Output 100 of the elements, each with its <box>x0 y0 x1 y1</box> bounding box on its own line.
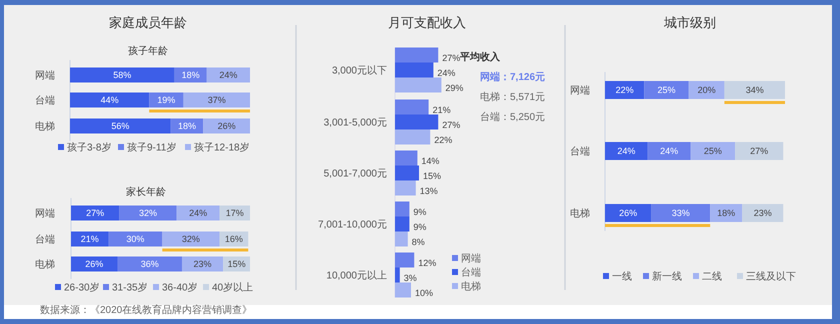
data-label: 25% <box>657 85 676 96</box>
bar <box>162 232 220 246</box>
data-label: 26% <box>619 208 638 218</box>
data-label: 12% <box>418 258 436 268</box>
legend-label: 一线 <box>612 270 632 282</box>
bar <box>605 142 648 160</box>
bar <box>395 150 418 166</box>
y-tick-label: 5,001-7,000元 <box>324 168 387 180</box>
data-label: 15% <box>423 171 442 182</box>
data-label: 33% <box>672 208 690 218</box>
bar <box>395 202 410 216</box>
legend-label: 二线 <box>702 270 722 282</box>
data-label: 24% <box>437 68 456 78</box>
data-label: 17% <box>226 208 244 218</box>
data-label: 24% <box>660 146 678 156</box>
legend-label: 网端 <box>461 252 481 264</box>
y-tick-label: 网端 <box>570 84 590 96</box>
bar <box>648 142 691 160</box>
bar <box>742 204 784 222</box>
y-tick-label: 台端 <box>35 94 55 106</box>
legend-label: 台端 <box>461 266 481 278</box>
data-label: 18% <box>178 121 196 132</box>
data-label: 18% <box>182 70 200 80</box>
text: 电梯：5,571元 <box>480 91 546 103</box>
data-label: 30% <box>126 234 144 244</box>
chart-subtitle: 孩子年龄 <box>128 45 168 57</box>
data-label: 32% <box>138 208 157 218</box>
bar <box>71 256 118 272</box>
bar <box>71 206 120 220</box>
data-label: 44% <box>100 95 119 106</box>
data-label: 14% <box>421 156 440 166</box>
y-tick-label: 电梯 <box>35 258 55 270</box>
data-label: 29% <box>445 83 464 94</box>
bar <box>605 81 644 99</box>
bar <box>395 48 438 62</box>
y-tick-label: 7,001-10,000元 <box>318 220 387 230</box>
legend-label: 新一线 <box>652 270 682 282</box>
data-label: 25% <box>704 146 722 156</box>
data-label: 24% <box>189 208 208 218</box>
bar <box>690 142 736 160</box>
legend-label: 孩子9-11岁 <box>127 142 176 154</box>
bar <box>70 68 174 82</box>
bar <box>605 204 652 222</box>
bar <box>395 100 429 114</box>
bar <box>644 81 689 99</box>
data-label: 24% <box>617 146 636 156</box>
y-tick-label: 3,001-5,000元 <box>324 118 387 128</box>
bar <box>70 92 150 108</box>
text: 平均收入 <box>459 51 501 63</box>
data-label: 27% <box>442 53 460 64</box>
data-label: 13% <box>420 186 438 196</box>
chart-title: 家庭成员年龄 <box>109 15 187 30</box>
legend-label: 36-40岁 <box>162 282 198 294</box>
data-label: 26% <box>85 259 104 270</box>
data-label: 32% <box>182 234 200 244</box>
bar <box>395 114 438 130</box>
text: 台端：5,250元 <box>480 111 546 123</box>
source-note: 数据来源：《2020在线教育品牌内容营销调查》 <box>40 304 252 316</box>
bar <box>203 118 250 134</box>
bar <box>395 216 410 232</box>
data-label: 58% <box>113 70 132 80</box>
bar <box>735 142 784 160</box>
chart-title: 家长年龄 <box>126 186 166 198</box>
legend-label: 孩子3-8岁 <box>67 142 112 154</box>
y-tick-label: 电梯 <box>570 208 590 220</box>
legend-label: 40岁以上 <box>212 282 254 294</box>
bar <box>206 68 250 82</box>
data-label: 9% <box>413 222 426 232</box>
y-tick-label: 台端 <box>570 146 590 158</box>
bar <box>119 206 177 220</box>
data-label: 56% <box>111 121 130 132</box>
bar <box>395 282 411 298</box>
bar <box>108 232 162 246</box>
data-label: 21% <box>432 105 451 116</box>
y-tick-label: 10,000元以上 <box>326 270 387 282</box>
legend-label: 31-35岁 <box>112 282 148 294</box>
data-label: 23% <box>194 259 212 270</box>
legend-label: 26-30岁 <box>64 282 100 294</box>
data-label: 36% <box>140 259 159 270</box>
chart-title: 城市级别 <box>663 15 716 30</box>
legend-label: 电梯 <box>461 280 481 292</box>
bar <box>395 268 400 282</box>
data-label: 34% <box>746 85 764 96</box>
data-label: 22% <box>434 135 452 146</box>
chart-title: 月可支配收入 <box>388 15 466 30</box>
bar <box>395 78 442 92</box>
bar <box>183 92 250 108</box>
y-tick-label: 网端 <box>35 70 55 82</box>
bar <box>395 180 416 196</box>
data-label: 3% <box>404 273 417 284</box>
data-label: 24% <box>219 70 238 80</box>
y-tick-label: 电梯 <box>35 120 55 132</box>
bar <box>395 252 414 268</box>
bar <box>70 118 171 134</box>
data-label: 9% <box>413 207 426 218</box>
bar <box>395 166 419 180</box>
bar <box>724 81 785 99</box>
text: 网端：7,126元 <box>480 71 546 83</box>
bar <box>118 256 182 272</box>
data-label: 20% <box>698 85 716 96</box>
